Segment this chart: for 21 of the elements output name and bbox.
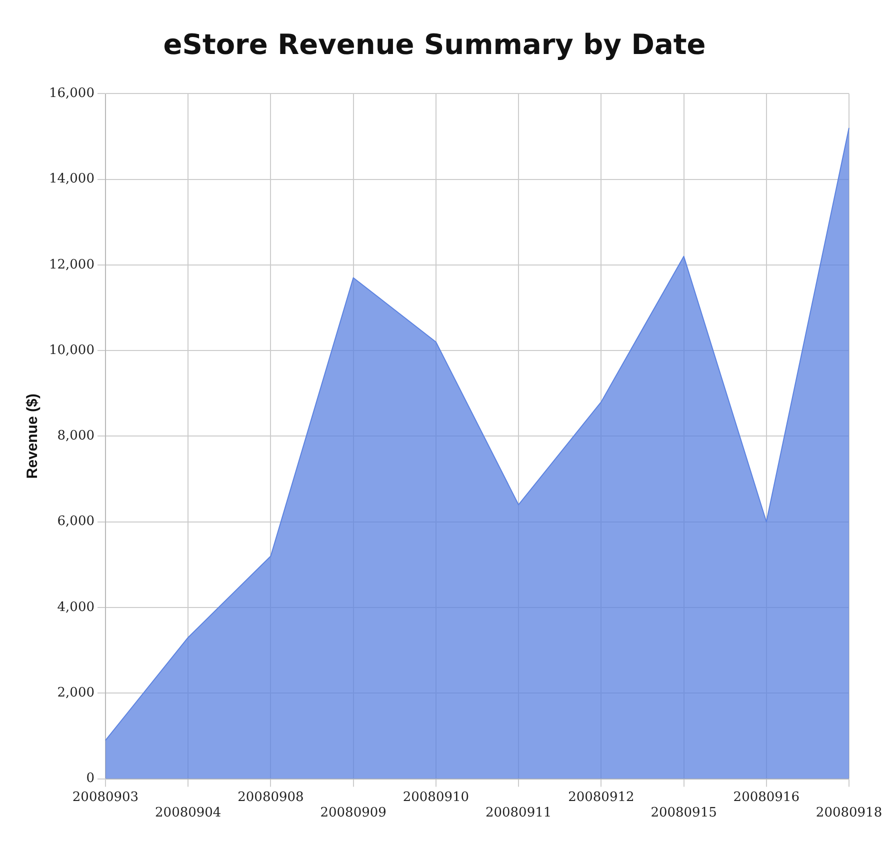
x-tick-label: 20080915 (650, 806, 717, 821)
y-axis-title: Revenue ($) (24, 394, 42, 479)
x-tick-label: 20080908 (238, 790, 304, 805)
y-tick-label: 6,000 (57, 514, 94, 530)
x-tick-label: 20080909 (320, 806, 386, 821)
x-tick-label: 20080916 (733, 790, 800, 805)
y-tick-label: 16,000 (48, 86, 94, 101)
y-tick-label: 0 (86, 771, 94, 786)
y-tick-label: 14,000 (48, 172, 94, 187)
y-tick-label: 8,000 (57, 428, 94, 444)
x-tick-label: 20080904 (155, 806, 222, 821)
y-tick-label: 10,000 (48, 342, 94, 358)
x-tick-label: 20080912 (568, 790, 634, 805)
x-tick-label: 20080910 (402, 790, 470, 805)
x-tick-label: 20080911 (485, 806, 552, 821)
y-tick-label: 12,000 (48, 257, 94, 272)
y-tick-label: 2,000 (57, 686, 94, 701)
y-tick-label: 4,000 (57, 600, 94, 615)
x-tick-label: 20080903 (72, 790, 139, 805)
x-tick-label: 20080918 (816, 806, 882, 821)
chart-title: eStore Revenue Summary by Date (163, 28, 706, 62)
